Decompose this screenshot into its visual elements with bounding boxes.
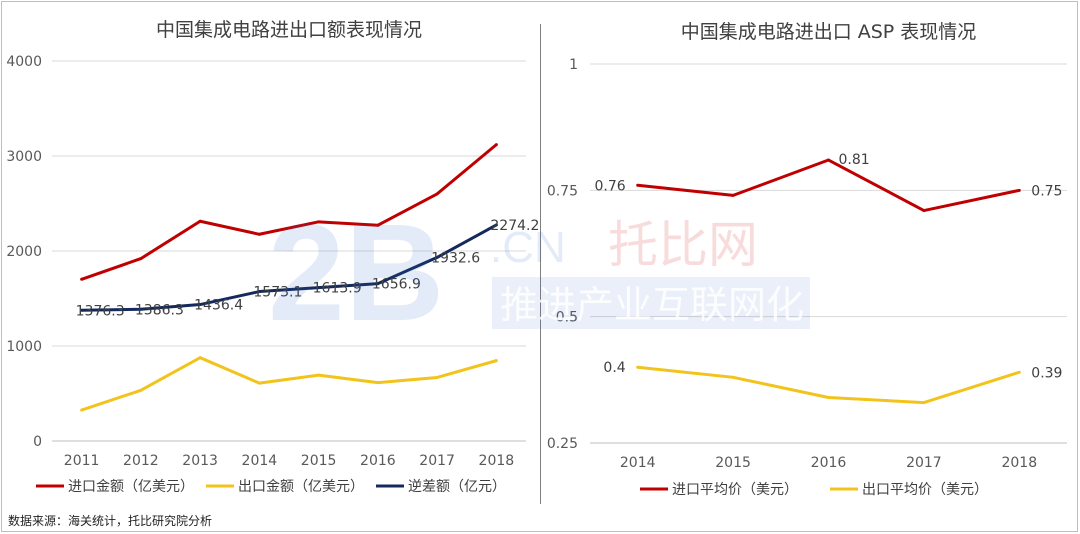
data-point bbox=[198, 219, 202, 223]
data-point bbox=[257, 232, 261, 236]
data-point bbox=[827, 396, 830, 400]
data-point bbox=[827, 158, 830, 162]
y-tick-label: 0.75 bbox=[547, 183, 578, 199]
x-tick-label: 2016 bbox=[811, 455, 847, 471]
data-point bbox=[494, 143, 498, 147]
x-tick-label: 2015 bbox=[301, 453, 337, 469]
data-point bbox=[198, 356, 202, 360]
data-point bbox=[376, 381, 380, 385]
data-point bbox=[139, 257, 143, 261]
y-tick-label: 3000 bbox=[6, 149, 42, 165]
legend-entry: 出口平均价（美元） bbox=[862, 482, 988, 498]
data-label: 0.81 bbox=[839, 152, 870, 168]
y-tick-label: 1 bbox=[569, 57, 578, 73]
x-tick-label: 2018 bbox=[479, 453, 515, 469]
data-point bbox=[257, 290, 261, 294]
data-point bbox=[494, 359, 498, 363]
legend-entry: 进口金额（亿美元） bbox=[68, 479, 194, 495]
data-point bbox=[376, 282, 380, 286]
data-point bbox=[1017, 188, 1021, 192]
y-tick-label: 0 bbox=[33, 434, 42, 450]
legend-entry: 逆差额（亿元） bbox=[408, 479, 506, 495]
data-point bbox=[198, 303, 202, 307]
x-tick-label: 2018 bbox=[1001, 455, 1037, 471]
data-label: 1656.9 bbox=[372, 277, 421, 293]
data-label: 1573.1 bbox=[253, 285, 302, 301]
x-tick-label: 2017 bbox=[906, 455, 942, 471]
data-point bbox=[435, 255, 439, 259]
data-label: 1932.6 bbox=[431, 250, 480, 266]
series-line bbox=[81, 143, 498, 281]
x-tick-label: 2017 bbox=[419, 453, 455, 469]
data-point bbox=[376, 223, 380, 227]
y-tick-label: 4000 bbox=[6, 54, 42, 70]
y-tick-label: 0.25 bbox=[547, 436, 578, 452]
data-point bbox=[80, 408, 84, 412]
data-point bbox=[636, 365, 640, 369]
chart-title: 中国集成电路进出口额表现情况 bbox=[156, 19, 422, 41]
data-point bbox=[731, 193, 735, 197]
legend-entry: 进口平均价（美元） bbox=[672, 482, 798, 498]
data-point bbox=[731, 375, 735, 379]
data-point bbox=[636, 183, 640, 187]
data-point bbox=[494, 223, 498, 227]
data-point bbox=[317, 220, 321, 224]
x-tick-label: 2014 bbox=[620, 455, 656, 471]
series-line bbox=[637, 158, 1020, 213]
series-line bbox=[81, 223, 498, 312]
data-point bbox=[80, 277, 84, 281]
panel-divider bbox=[540, 24, 541, 504]
data-point bbox=[80, 308, 84, 312]
data-label: 0.76 bbox=[595, 178, 626, 194]
chart-title: 中国集成电路进出口 ASP 表现情况 bbox=[681, 21, 977, 43]
right-chart: 中国集成电路进出口 ASP 表现情况 0.25 0.5 0.75 1 2014 2015 20… bbox=[547, 21, 1067, 498]
data-label: 0.39 bbox=[1031, 365, 1062, 381]
data-point bbox=[922, 401, 926, 405]
data-point bbox=[317, 373, 321, 377]
x-tick-label: 2015 bbox=[715, 455, 751, 471]
data-point bbox=[139, 307, 143, 311]
data-point bbox=[1017, 370, 1021, 374]
data-label: 0.4 bbox=[603, 360, 625, 376]
y-tick-label: 2000 bbox=[6, 244, 42, 260]
data-label: 1386.3 bbox=[135, 302, 184, 318]
data-point bbox=[435, 375, 439, 379]
y-tick-label: 0.5 bbox=[556, 310, 578, 326]
data-label: 2274.2 bbox=[490, 218, 539, 234]
x-tick-label: 2013 bbox=[182, 453, 218, 469]
x-tick-label: 2012 bbox=[123, 453, 159, 469]
data-label: 1613.9 bbox=[313, 281, 362, 297]
series-line bbox=[81, 356, 497, 412]
data-point bbox=[139, 388, 143, 392]
data-label: 1376.3 bbox=[76, 303, 125, 319]
source-note: 数据来源：海关统计，托比研究院分析 bbox=[8, 514, 213, 528]
data-label: 1436.4 bbox=[194, 298, 243, 314]
data-point bbox=[257, 381, 261, 385]
data-label: 0.75 bbox=[1031, 183, 1062, 199]
x-tick-label: 2011 bbox=[64, 453, 100, 469]
x-tick-label: 2016 bbox=[360, 453, 396, 469]
data-point bbox=[922, 209, 926, 213]
data-point bbox=[435, 192, 439, 196]
left-chart: 中国集成电路进出口额表现情况 0 1000 2000 3000 4000 2011 2012 2… bbox=[6, 19, 539, 495]
legend-entry: 出口金额（亿美元） bbox=[238, 479, 364, 495]
x-tick-label: 2014 bbox=[242, 453, 278, 469]
y-tick-label: 1000 bbox=[6, 339, 42, 355]
data-point bbox=[317, 286, 321, 290]
